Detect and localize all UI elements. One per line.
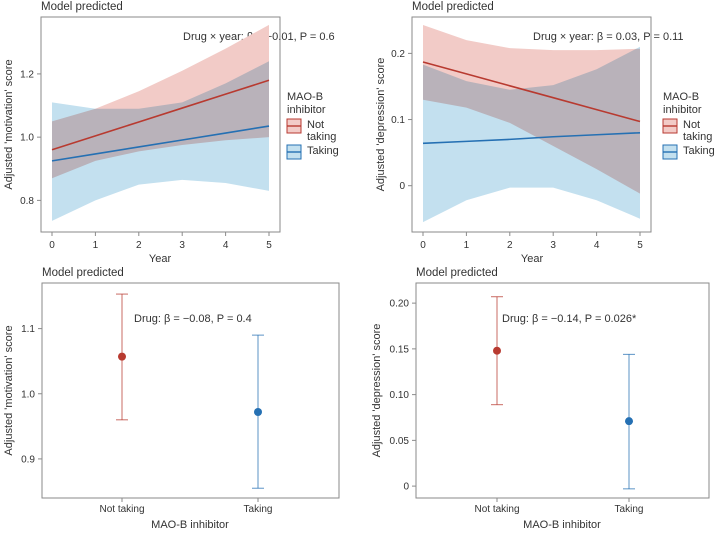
x-tick-label: Taking (244, 504, 273, 515)
not-taking-line (422, 61, 641, 123)
x-tick-label: 3 (550, 240, 556, 251)
taking-point (625, 417, 633, 426)
y-tick-label: 0.15 (390, 344, 410, 355)
y-axis-label: Adjusted 'motivation' score (3, 325, 15, 455)
x-tick-label: 3 (179, 240, 185, 251)
panel-4: Model predicted 0 0.05 0.10 0.15 0.20 Adjusted… (371, 267, 710, 531)
x-axis-label: MAO-B inhibitor (151, 519, 229, 531)
y-tick-label: 1.2 (20, 69, 34, 80)
legend-label-not-taking: taking (307, 131, 336, 143)
x-tick-label: 2 (136, 240, 142, 251)
y-tick-label: 1.0 (21, 389, 35, 400)
not-taking-point (493, 346, 501, 355)
x-tick-label: Taking (615, 504, 644, 515)
y-tick-label: 0.10 (390, 390, 410, 401)
not-taking-point (118, 352, 126, 361)
legend-title: MAO-B (663, 91, 699, 103)
taking-point (254, 408, 262, 416)
y-tick-label: 0.1 (391, 115, 405, 126)
legend-title: inhibitor (287, 104, 326, 116)
legend-label-taking: Taking (307, 145, 339, 157)
y-tick-label: 0.8 (20, 196, 34, 207)
panel-label: Model predicted (416, 267, 498, 279)
legend-title: MAO-B (287, 91, 323, 103)
not-taking-line (51, 79, 270, 151)
x-tick-label: Not taking (474, 504, 519, 515)
x-tick-label: 5 (637, 240, 643, 251)
taking-ci-band (52, 61, 269, 221)
y-tick-label: 0.9 (21, 454, 35, 465)
plot-frame (415, 282, 710, 499)
annotation: Drug × year: β = 0.03, P = 0.11 (533, 31, 684, 43)
x-tick-label: 2 (507, 240, 513, 251)
x-tick-label: 4 (594, 240, 600, 251)
panel-2: Model predicted 0 0.1 0.2 Adjusted 'depressi… (375, 1, 715, 265)
x-tick-label: 1 (464, 240, 470, 251)
panel-label: Model predicted (412, 1, 494, 13)
y-tick-label: 0 (403, 482, 409, 493)
x-tick-label: 0 (49, 240, 55, 251)
taking-line (422, 131, 641, 145)
x-tick-label: 0 (420, 240, 426, 251)
x-tick-label: Not taking (99, 504, 144, 515)
y-axis-label: Adjusted 'depression' score (375, 58, 387, 192)
x-axis-label: Year (149, 253, 172, 265)
y-axis-label: Adjusted 'motivation' score (3, 59, 15, 189)
legend-label-taking: Taking (683, 145, 715, 157)
x-tick-label: 1 (93, 240, 99, 251)
legend-label-not-taking: Not (683, 119, 700, 131)
panel-3: Model predicted 0.9 1.0 1.1 Adjusted 'motiva… (3, 267, 340, 531)
ci-bands (423, 24, 640, 223)
x-tick-label: 4 (223, 240, 229, 251)
y-tick-label: 1.0 (20, 133, 34, 144)
taking-line (51, 125, 270, 162)
panel-label: Model predicted (41, 1, 123, 13)
legend-label-not-taking: taking (683, 131, 712, 143)
panel-1: Model predicted 0.8 1.0 1.2 Adjusted 'motiva… (3, 1, 339, 265)
y-tick-label: 1.1 (21, 324, 35, 335)
ci-bands (52, 24, 269, 221)
annotation: Drug: β = −0.08, P = 0.4 (134, 313, 252, 325)
y-tick-label: 0 (399, 181, 405, 192)
y-tick-label: 0.2 (391, 49, 405, 60)
panel-label: Model predicted (42, 267, 124, 279)
y-axis-label: Adjusted 'depression' score (371, 324, 383, 458)
x-axis-label: Year (521, 253, 544, 265)
plot-frame (41, 282, 340, 499)
x-axis-label: MAO-B inhibitor (523, 519, 601, 531)
legend-label-not-taking: Not (307, 119, 324, 131)
y-tick-label: 0.05 (390, 436, 410, 447)
taking-ci-band (423, 46, 640, 223)
legend-title: inhibitor (663, 104, 702, 116)
y-tick-label: 0.20 (390, 299, 410, 310)
x-tick-label: 5 (266, 240, 272, 251)
annotation: Drug: β = −0.14, P = 0.026* (502, 313, 637, 325)
